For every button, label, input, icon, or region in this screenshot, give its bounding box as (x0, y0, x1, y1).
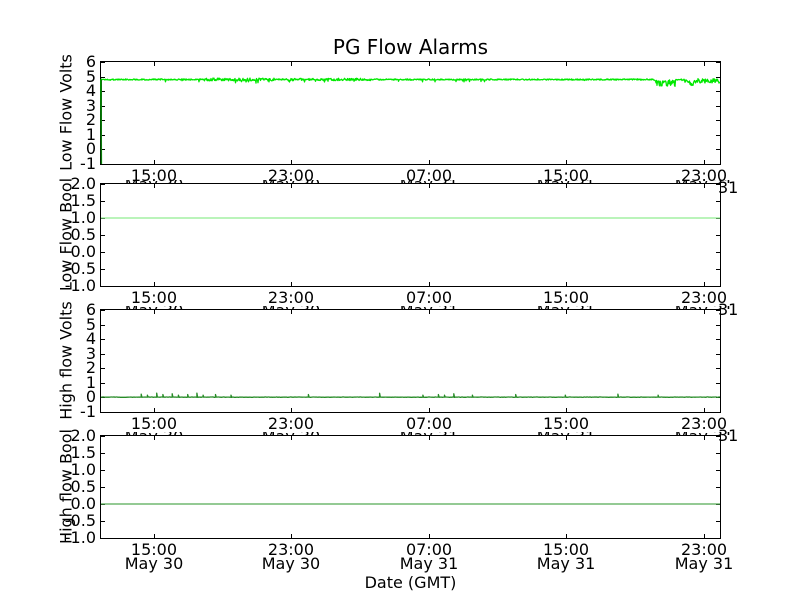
x-tick-label-time: 15:00 (130, 287, 178, 307)
x-tick-date-fragment: May 31 (537, 180, 596, 183)
x-tick-label-time: 23:00 (680, 413, 728, 433)
y-tick-label: 2.0 (70, 174, 96, 193)
y-tick-label: 0.0 (70, 494, 96, 513)
x-tick-label-time: 15:00 (130, 413, 178, 433)
x-tick-label-time: 15:00 (130, 165, 178, 185)
x-tick-label-date: May 30 (124, 553, 184, 573)
tick-marks (101, 62, 720, 165)
y-tick-label: -0.5 (64, 259, 96, 278)
x-tick-label-time: 07:00 (405, 539, 453, 559)
y-tick-label: 5 (85, 66, 96, 86)
subplot-plot-area-1 (100, 62, 721, 165)
y-tick-label: 0.0 (70, 242, 96, 261)
y-tick-label: 1.0 (70, 460, 96, 479)
x-tick-date-fragment: May 31 (400, 306, 459, 309)
y-tick-label: -1 (80, 154, 96, 173)
y-tick-label: -1.0 (64, 276, 96, 295)
x-tick-date-fragment: May 31 (537, 432, 596, 435)
y-tick-label: 0.5 (70, 225, 96, 244)
x-axis-date-fragments-strip: May 30 May 30 May 31 May 31 May 31 (0, 432, 800, 435)
y-tick-label: 2 (85, 358, 96, 378)
x-tick-label-time: 15:00 (542, 539, 590, 559)
data-line-3 (100, 392, 720, 399)
y-tick-label: 2 (85, 110, 96, 130)
x-tick-date-fragment: May 30 (262, 306, 321, 309)
x-tick-label-time: 15:00 (542, 165, 590, 185)
y-tick-label: 3 (85, 343, 96, 363)
x-tick-label-time: 23:00 (680, 287, 728, 307)
x-tick-date-fragment: May 31 (675, 306, 734, 309)
x-tick-label-time: 23:00 (680, 165, 728, 185)
subplot-frame-2 (100, 183, 721, 287)
y-tick-label: -1 (80, 402, 96, 421)
x-tick-label-time: 23:00 (267, 165, 315, 185)
x-tick-label-time: 23:00 (267, 539, 315, 559)
x-axis-label: Date (GMT) (364, 573, 457, 592)
tick-marks (101, 436, 720, 539)
y-tick-label: 0.5 (70, 477, 96, 496)
subplot-plot-area-2 (101, 184, 720, 287)
x-tick-label-date: May 31 (399, 553, 459, 573)
x-tick-date-fragment-31: 31 (718, 300, 739, 319)
x-tick-date-fragment: May 31 (400, 180, 459, 183)
x-tick-label-time: 15:00 (542, 413, 590, 433)
y-tick-label: 3 (85, 95, 96, 115)
x-tick-label-date: May 30 (261, 553, 321, 573)
x-tick-date-fragment: May 31 (675, 180, 734, 183)
subplot-frame-3 (100, 309, 721, 413)
y-tick-label: 0 (85, 139, 96, 159)
data-line-1 (100, 77, 721, 165)
y-tick-label: 5 (85, 314, 96, 334)
x-tick-date-fragment: May 30 (262, 180, 321, 183)
x-tick-date-fragment: May 30 (262, 432, 321, 435)
y-tick-label: -1.0 (64, 528, 96, 547)
x-tick-date-fragment: May 31 (400, 432, 459, 435)
x-tick-date-fragment: May 30 (125, 180, 184, 183)
subplot-plot-area-3 (100, 310, 720, 413)
x-axis-date-fragments-strip: May 30 May 30 May 31 May 31 May 31 (0, 306, 800, 309)
x-tick-label-time: 23:00 (267, 287, 315, 307)
x-tick-label-time: 07:00 (405, 165, 453, 185)
y-tick-label: 1.5 (70, 191, 96, 210)
chart-title: PG Flow Alarms (332, 35, 489, 59)
x-tick-date-fragment-31: 31 (718, 426, 739, 445)
subplot-frame-4 (100, 435, 721, 539)
y-tick-label: 4 (85, 329, 96, 349)
x-tick-label-time: 07:00 (405, 413, 453, 433)
x-tick-label-time: 23:00 (267, 413, 315, 433)
y-tick-label: 1.0 (70, 208, 96, 227)
x-tick-label-date: May 31 (536, 553, 596, 573)
y-tick-label: 4 (85, 81, 96, 101)
x-tick-date-fragment: May 30 (125, 306, 184, 309)
y-tick-label: 1 (85, 372, 96, 392)
y-tick-label: 2.0 (70, 426, 96, 445)
y-tick-label: -0.5 (64, 511, 96, 530)
y-tick-label: 6 (85, 300, 96, 319)
x-tick-date-fragment: May 31 (537, 306, 596, 309)
x-tick-label-date: May 31 (674, 553, 734, 573)
subplot-frame-1 (100, 61, 721, 165)
x-axis-date-fragments-strip: May 30 May 30 May 31 May 31 May 31 (0, 180, 800, 183)
tick-marks (101, 184, 720, 287)
y-tick-label: 1 (85, 124, 96, 144)
x-tick-date-fragment: May 30 (125, 432, 184, 435)
x-tick-label-time: 07:00 (405, 287, 453, 307)
x-tick-label-time: 23:00 (680, 539, 728, 559)
y-tick-label: 0 (85, 387, 96, 407)
x-tick-label-time: 15:00 (542, 287, 590, 307)
y-tick-label: 6 (85, 52, 96, 71)
y-tick-label: 1.5 (70, 443, 96, 462)
subplot-plot-area-4 (101, 436, 720, 539)
x-tick-date-fragment: May 31 (675, 432, 734, 435)
x-tick-date-fragment-31: 31 (718, 178, 739, 197)
x-tick-label-time: 15:00 (130, 539, 178, 559)
